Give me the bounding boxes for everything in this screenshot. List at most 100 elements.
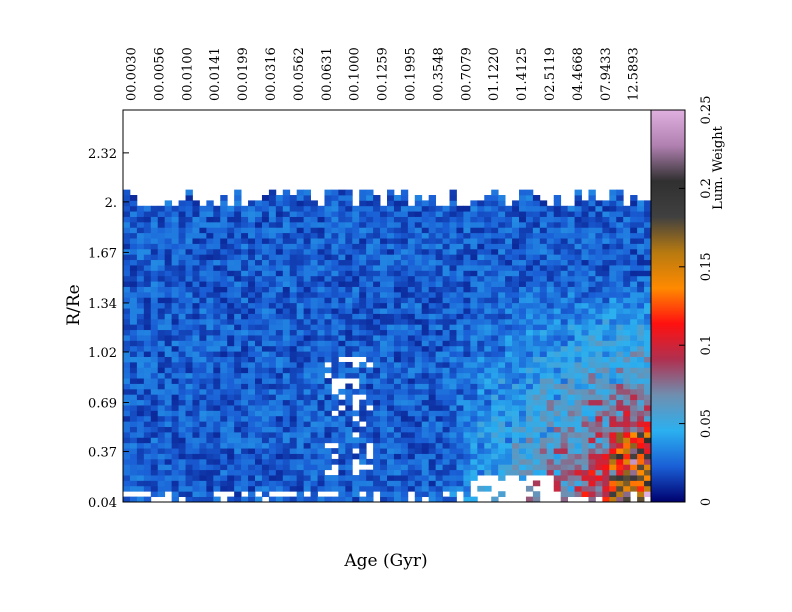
heatmap-cell xyxy=(143,448,152,454)
heatmap-cell xyxy=(227,383,235,390)
heatmap-cell xyxy=(393,431,402,438)
heatmap-cell xyxy=(331,286,339,293)
heatmap-cell xyxy=(296,383,305,390)
heatmap-cell xyxy=(519,189,527,196)
heatmap-cell xyxy=(123,485,131,492)
heatmap-cell xyxy=(602,227,610,234)
heatmap-cell xyxy=(366,211,374,217)
heatmap-cell xyxy=(248,335,256,341)
heatmap-cell xyxy=(484,464,492,471)
heatmap-cell xyxy=(324,356,332,363)
heatmap-cell xyxy=(393,437,402,444)
heatmap-cell xyxy=(206,313,214,320)
heatmap-cell xyxy=(150,356,159,363)
heatmap-cell xyxy=(470,464,478,471)
heatmap-cell xyxy=(456,448,464,454)
heatmap-cell xyxy=(588,426,596,433)
heatmap-cell xyxy=(268,265,277,271)
heatmap-cell xyxy=(255,340,263,347)
heatmap-cell xyxy=(303,265,311,271)
heatmap-cell xyxy=(123,458,131,465)
heatmap-cell xyxy=(644,248,652,255)
heatmap-cell xyxy=(157,464,166,471)
heatmap-cell xyxy=(206,367,214,374)
heatmap-cell xyxy=(644,227,652,234)
heatmap-cell xyxy=(407,318,416,325)
heatmap-cell xyxy=(470,383,478,390)
heatmap-cell xyxy=(303,458,311,465)
heatmap-cell xyxy=(525,383,534,390)
heatmap-cell xyxy=(338,248,346,255)
heatmap-cell xyxy=(505,232,513,239)
heatmap-cell xyxy=(595,442,603,449)
heatmap-cell xyxy=(414,324,423,331)
heatmap-cell xyxy=(484,232,492,239)
heatmap-cell xyxy=(192,308,200,314)
heatmap-cell xyxy=(310,345,318,352)
heatmap-cell xyxy=(505,205,513,212)
heatmap-cell xyxy=(428,383,437,390)
heatmap-cell xyxy=(588,297,596,304)
heatmap-cell xyxy=(331,485,339,492)
heatmap-cell xyxy=(602,442,610,449)
heatmap-cell xyxy=(227,308,235,314)
heatmap-cell xyxy=(157,394,166,401)
heatmap-cell xyxy=(185,221,193,228)
heatmap-cell xyxy=(248,469,256,476)
heatmap-cell xyxy=(477,469,485,476)
heatmap-cell xyxy=(491,458,499,465)
heatmap-cell xyxy=(630,200,638,207)
heatmap-cell xyxy=(637,448,645,454)
heatmap-cell xyxy=(609,469,617,476)
heatmap-cell xyxy=(227,216,235,223)
heatmap-cell xyxy=(414,308,423,314)
heatmap-cell xyxy=(324,394,332,401)
heatmap-cell xyxy=(387,259,395,266)
heatmap-cell xyxy=(261,238,270,244)
heatmap-cell xyxy=(560,318,569,325)
heatmap-cell xyxy=(380,205,388,212)
heatmap-cell xyxy=(560,259,569,266)
heatmap-cell xyxy=(505,286,513,293)
heatmap-cell xyxy=(519,227,527,234)
heatmap-cell xyxy=(206,378,214,384)
heatmap-cell xyxy=(359,232,367,239)
heatmap-cell xyxy=(192,410,200,417)
heatmap-cell xyxy=(164,216,173,223)
heatmap-cell xyxy=(387,318,395,325)
heatmap-cell xyxy=(442,367,450,374)
heatmap-cell xyxy=(268,475,277,481)
heatmap-cell xyxy=(199,415,207,422)
heatmap-cell xyxy=(421,361,430,368)
heatmap-cell xyxy=(644,431,652,438)
heatmap-cell xyxy=(282,335,291,341)
heatmap-cell xyxy=(400,340,409,347)
heatmap-cell xyxy=(539,415,548,422)
heatmap-cell xyxy=(234,399,242,406)
heatmap-cell xyxy=(553,399,562,406)
heatmap-cell xyxy=(199,286,207,293)
heatmap-cell xyxy=(352,485,360,492)
heatmap-cell xyxy=(213,367,221,374)
heatmap-cell xyxy=(477,399,485,406)
heatmap-cell xyxy=(387,195,395,201)
heatmap-cell xyxy=(553,243,562,250)
heatmap-cell xyxy=(400,205,409,212)
heatmap-cell xyxy=(241,426,249,433)
heatmap-cell xyxy=(616,238,624,244)
heatmap-cell xyxy=(512,329,520,336)
heatmap-cell xyxy=(623,496,631,503)
heatmap-cell xyxy=(248,458,256,465)
heatmap-cell xyxy=(164,431,173,438)
heatmap-cell xyxy=(407,367,416,374)
heatmap-cell xyxy=(324,340,332,347)
heatmap-cell xyxy=(150,351,159,357)
heatmap-cell xyxy=(435,216,443,223)
heatmap-cell xyxy=(241,345,249,352)
heatmap-cell xyxy=(546,426,555,433)
heatmap-cell xyxy=(644,372,652,379)
heatmap-cell xyxy=(275,378,284,384)
heatmap-cell xyxy=(206,216,214,223)
heatmap-cell xyxy=(630,442,638,449)
heatmap-cell xyxy=(289,378,298,384)
